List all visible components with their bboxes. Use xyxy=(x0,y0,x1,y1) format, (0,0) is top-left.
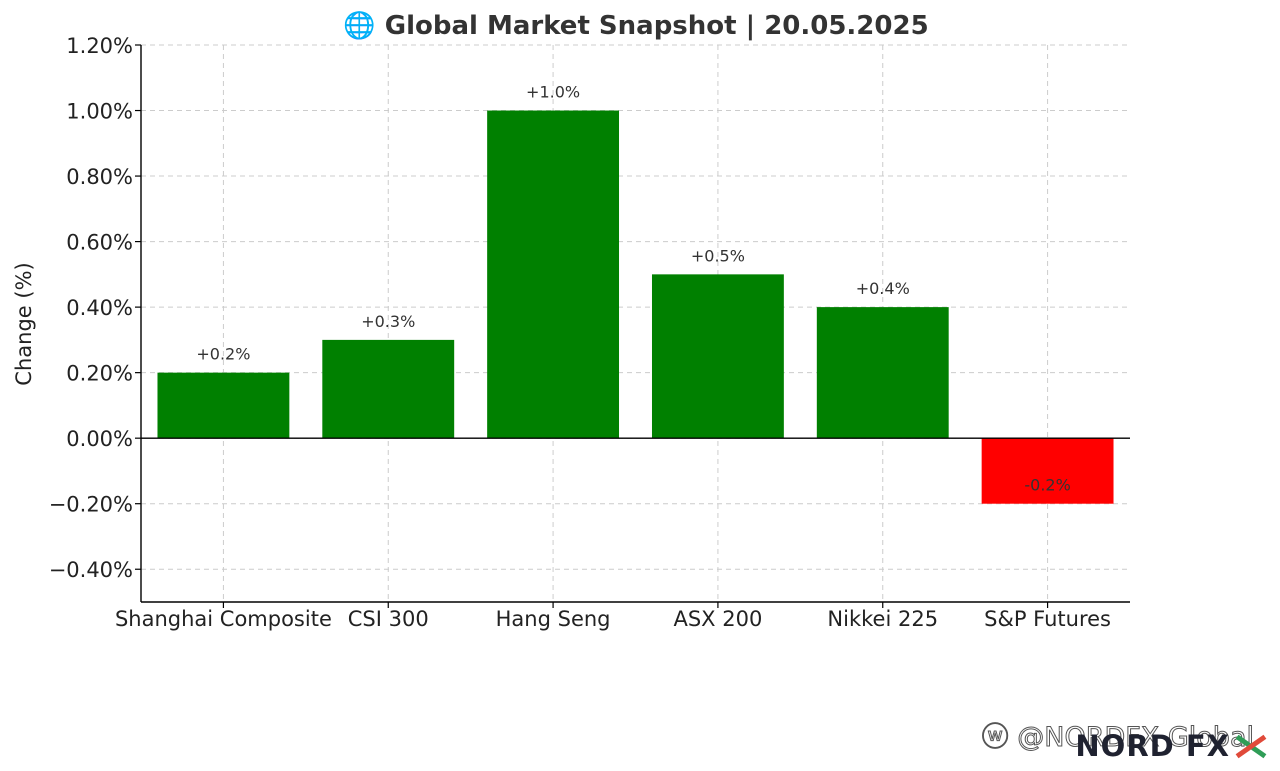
y-tick-label: −0.20% xyxy=(49,493,133,517)
chart-title: 🌐 Global Market Snapshot | 20.05.2025 xyxy=(343,10,928,41)
x-tick-label: Shanghai Composite xyxy=(115,607,332,631)
y-ticks: 1.20% 1.00% 0.80% 0.60% 0.40% 0.20% 0.00% −0.20… xyxy=(49,34,141,582)
y-axis-label: Change (%) xyxy=(12,262,36,385)
bar xyxy=(651,274,784,439)
data-label: -0.2% xyxy=(1024,476,1070,495)
data-label: +0.3% xyxy=(361,312,415,331)
gridlines xyxy=(141,44,1130,602)
y-tick-label: 0.00% xyxy=(66,427,133,451)
data-label: +0.4% xyxy=(856,279,910,298)
x-ticks: Shanghai Composite CSI 300 Hang Seng ASX 20… xyxy=(115,602,1111,631)
x-tick-label: Hang Seng xyxy=(496,607,611,631)
nordfx-logo: NORD FX xyxy=(1075,729,1267,763)
data-label: +0.2% xyxy=(196,345,250,364)
data-label: +0.5% xyxy=(691,246,745,265)
x-tick-label: Nikkei 225 xyxy=(827,607,938,631)
y-tick-label: 0.40% xyxy=(66,296,133,320)
y-tick-label: 1.00% xyxy=(66,100,133,124)
y-tick-label: 0.80% xyxy=(66,165,133,189)
nordfx-x-mark-icon xyxy=(1234,734,1267,759)
weibo-watermark: ⓦ @NORDFX Global xyxy=(981,715,1255,754)
bar xyxy=(816,307,949,439)
weibo-handle: @NORDFX Global xyxy=(1017,722,1255,754)
x-tick-label: S&P Futures xyxy=(984,607,1111,631)
watermark: ⓦ @NORDFX Global NORD FX xyxy=(981,701,1267,763)
x-tick-label: ASX 200 xyxy=(673,607,762,631)
nordfx-logo-text: NORD FX xyxy=(1075,729,1230,763)
y-tick-label: 0.60% xyxy=(66,231,133,255)
bars xyxy=(157,110,1114,504)
y-tick-label: −0.40% xyxy=(49,558,133,582)
data-label: +1.0% xyxy=(526,83,580,102)
x-tick-label: CSI 300 xyxy=(348,607,429,631)
bar xyxy=(487,110,620,439)
y-tick-label: 0.20% xyxy=(66,362,133,386)
weibo-icon: ⓦ xyxy=(981,722,1018,754)
y-tick-label: 1.20% xyxy=(66,34,133,58)
bar xyxy=(981,438,1114,504)
data-labels: +0.2% +0.3% +1.0% +0.5% +0.4% -0.2% xyxy=(196,83,1070,495)
bar xyxy=(157,372,290,439)
bar xyxy=(322,339,455,439)
